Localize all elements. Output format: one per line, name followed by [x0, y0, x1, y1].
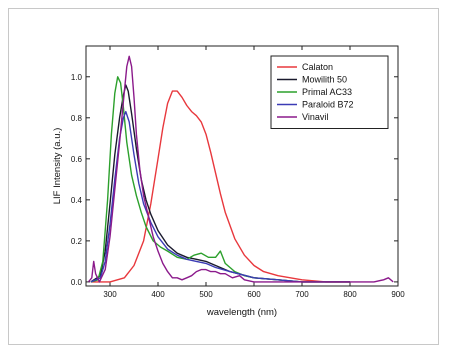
y-tick-label: 1.0	[71, 73, 83, 82]
x-tick-label: 300	[103, 290, 117, 299]
x-tick-label: 400	[151, 290, 165, 299]
y-tick-label: 0.8	[71, 114, 83, 123]
legend-label: Primal AC33	[302, 87, 352, 97]
legend-label: Vinavil	[302, 112, 328, 122]
y-axis-title: LIF Intensity (a.u.)	[52, 128, 63, 205]
legend-label: Mowilith 50	[302, 75, 347, 85]
x-tick-label: 600	[247, 290, 261, 299]
y-tick-label: 0.4	[71, 196, 83, 205]
y-tick-label: 0.2	[71, 237, 83, 246]
legend-label: Calaton	[302, 62, 333, 72]
y-tick-label: 0.0	[71, 278, 83, 287]
series-line-paraloid-b72	[90, 110, 350, 283]
legend: Calaton Mowilith 50 Primal AC33 Paraloid B7…	[270, 55, 389, 129]
x-tick-label: 900	[391, 290, 405, 299]
y-tick-label: 0.6	[71, 155, 83, 164]
x-tick-label: 700	[295, 290, 309, 299]
x-tick-label: 500	[199, 290, 213, 299]
series-line-vinavil	[87, 55, 394, 283]
x-axis-title: wavelength (nm)	[206, 307, 277, 318]
series-line-primal-ac33	[90, 76, 350, 283]
legend-label: Paraloid B72	[302, 100, 354, 110]
x-tick-label: 800	[343, 290, 357, 299]
